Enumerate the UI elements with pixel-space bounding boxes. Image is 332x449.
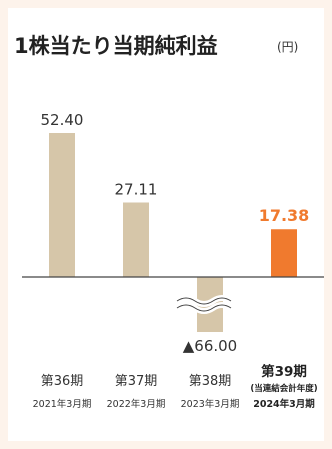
period-label-3: 第38期 [189, 374, 232, 389]
bar-2 [123, 202, 149, 277]
date-label-4: 2024年3月期 [253, 398, 315, 410]
value-label-1: 52.40 [41, 111, 84, 129]
bar-4 [271, 229, 297, 277]
period-label-2: 第37期 [115, 374, 158, 389]
period-label-4: 第39期 [261, 363, 307, 380]
date-label-2: 2022年3月期 [107, 398, 166, 410]
axis-break-mark [175, 295, 233, 314]
period-note-4: (当連結会計年度) [250, 383, 317, 394]
period-label-1: 第36期 [41, 374, 84, 389]
value-label-3: ▲66.00 [183, 337, 237, 355]
date-label-3: 2023年3月期 [181, 398, 240, 410]
bar-1 [49, 133, 75, 277]
unit-label: (円) [277, 40, 299, 54]
chart-title: 1株当たり当期純利益 [14, 34, 218, 58]
value-label-4: 17.38 [259, 206, 310, 225]
date-label-1: 2021年3月期 [33, 398, 92, 410]
value-label-2: 27.11 [115, 180, 158, 198]
